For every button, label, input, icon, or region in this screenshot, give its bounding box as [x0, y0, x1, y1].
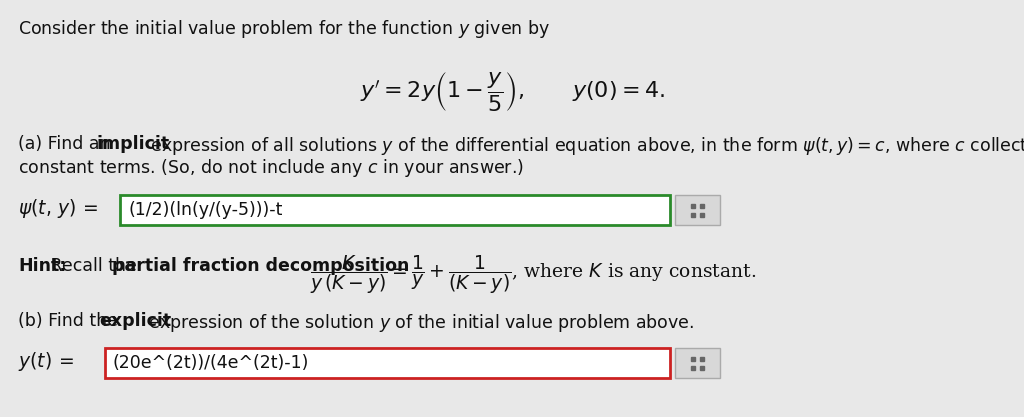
- Bar: [120, 195, 670, 225]
- Text: $\psi(t,\, y)\, =\,$: $\psi(t,\, y)\, =\,$: [18, 197, 98, 220]
- Text: explicit: explicit: [99, 312, 171, 330]
- Text: implicit: implicit: [97, 135, 170, 153]
- Text: expression of all solutions $y$ of the differential equation above, in the form : expression of all solutions $y$ of the d…: [145, 135, 1024, 157]
- Bar: [675, 195, 720, 225]
- Text: $y(t)\, =\,$: $y(t)\, =\,$: [18, 350, 74, 373]
- Text: Recall the: Recall the: [45, 257, 142, 275]
- Text: Hint:: Hint:: [18, 257, 67, 275]
- Text: (20e^(2t))/(4e^(2t)-1): (20e^(2t))/(4e^(2t)-1): [113, 354, 309, 372]
- Text: (b) Find the: (b) Find the: [18, 312, 124, 330]
- Text: constant terms. (So, do not include any $c$ in your answer.): constant terms. (So, do not include any …: [18, 157, 524, 179]
- Text: (1/2)(ln(y/(y-5)))-t: (1/2)(ln(y/(y-5)))-t: [128, 201, 283, 219]
- Text: $y' = 2y\left(1 - \dfrac{y}{5}\right),\qquad y(0) = 4.$: $y' = 2y\left(1 - \dfrac{y}{5}\right),\q…: [359, 70, 665, 113]
- Bar: [675, 348, 720, 378]
- Text: $\dfrac{K}{y\,(K - y)} = \dfrac{1}{y} + \dfrac{1}{(K - y)}$, where $K$ is any co: $\dfrac{K}{y\,(K - y)} = \dfrac{1}{y} + …: [310, 253, 757, 296]
- Text: (a) Find an: (a) Find an: [18, 135, 116, 153]
- Text: Consider the initial value problem for the function $y$ given by: Consider the initial value problem for t…: [18, 18, 550, 40]
- Text: expression of the solution $y$ of the initial value problem above.: expression of the solution $y$ of the in…: [143, 312, 694, 334]
- Text: partial fraction decomposition: partial fraction decomposition: [112, 257, 410, 275]
- Bar: [105, 348, 670, 378]
